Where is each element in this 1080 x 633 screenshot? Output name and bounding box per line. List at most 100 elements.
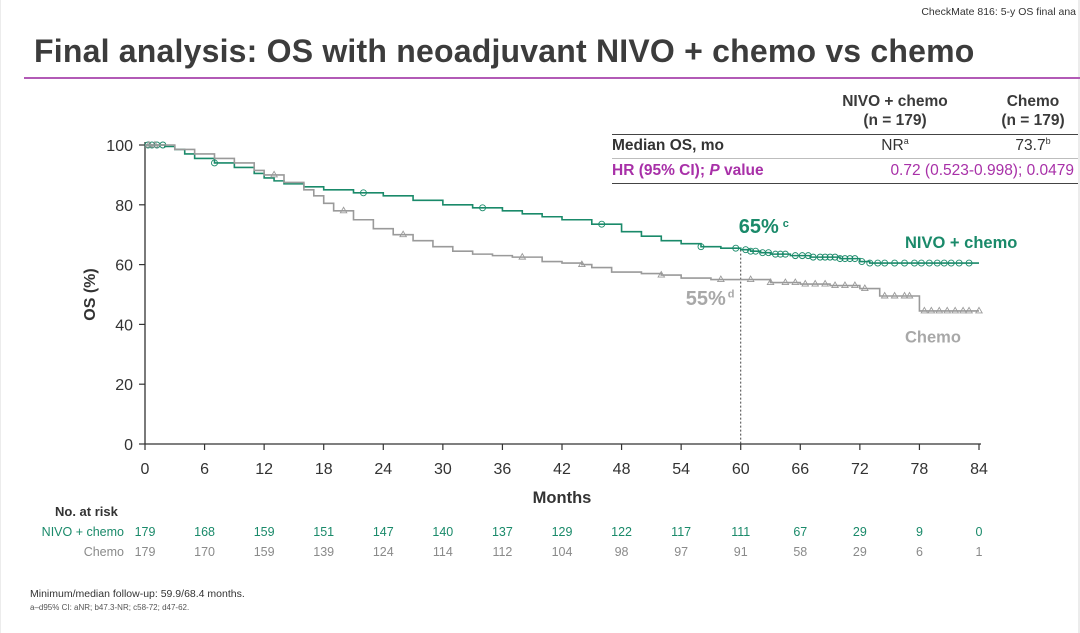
chemo-censor-mark bbox=[920, 306, 929, 314]
chemo-censor-mark bbox=[850, 281, 859, 288]
nivo-censor-mark bbox=[846, 255, 854, 263]
x-tick-label: 30 bbox=[434, 461, 452, 478]
risk-cell-chemo: 114 bbox=[432, 545, 453, 559]
slide-frame-right bbox=[1078, 0, 1080, 633]
risk-cell-nivo: 29 bbox=[852, 525, 867, 539]
y-tick-label: 60 bbox=[115, 258, 133, 275]
nivo-censor-mark bbox=[791, 252, 799, 260]
nivo-censor-mark bbox=[211, 159, 218, 167]
title-rule bbox=[24, 77, 1080, 79]
chemo-censor-mark bbox=[943, 306, 952, 314]
chemo-censor-mark bbox=[890, 291, 899, 299]
risk-cell-chemo: 159 bbox=[253, 545, 275, 559]
nivo-series-label: NIVO + chemo bbox=[905, 234, 1017, 252]
chemo-censor-mark bbox=[905, 291, 914, 299]
footnotes: Minimum/median follow-up: 59.9/68.4 mont… bbox=[30, 588, 245, 614]
risk-cell-nivo: 117 bbox=[671, 525, 692, 539]
chemo-censor-mark bbox=[791, 278, 800, 285]
x-tick-label: 84 bbox=[970, 461, 988, 478]
chemo-censor-mark bbox=[399, 230, 408, 238]
nivo-censor-mark bbox=[881, 259, 889, 267]
stats-median-os-chemo: 73.7b bbox=[1015, 136, 1051, 155]
chemo-censor-mark bbox=[951, 306, 960, 314]
nivo-censor-mark bbox=[965, 259, 973, 267]
chemo-censor-mark bbox=[821, 279, 830, 287]
risk-cell-nivo: 122 bbox=[611, 525, 632, 539]
nivo-censor-mark bbox=[947, 259, 955, 267]
nivo-censor-mark bbox=[804, 252, 812, 260]
x-tick-label: 48 bbox=[613, 461, 631, 478]
nivo-censor-mark bbox=[933, 259, 941, 267]
risk-cell-nivo: 168 bbox=[194, 525, 215, 539]
risk-cell-chemo: 91 bbox=[733, 545, 748, 559]
x-tick-label: 36 bbox=[494, 461, 512, 478]
risk-cell-chemo: 112 bbox=[492, 545, 513, 559]
risk-cell-nivo: 159 bbox=[253, 525, 275, 539]
stats-col-nivo-header: NIVO + chemo (n = 179) bbox=[842, 93, 948, 129]
risk-cell-chemo: 170 bbox=[194, 545, 215, 559]
x-tick-label: 12 bbox=[255, 461, 273, 478]
risk-cell-nivo: 9 bbox=[915, 525, 923, 539]
chart-axes: 0 20 40 60 80 100 0 6 12 18 24 30 36 42 48 54 60 66 72 78 84… bbox=[82, 138, 988, 507]
x-tick-label: 54 bbox=[672, 461, 690, 478]
x-tick-label: 78 bbox=[911, 461, 929, 478]
nivo-censor-mark bbox=[955, 259, 963, 267]
x-tick-label: 72 bbox=[851, 461, 869, 478]
nivo-censor-mark bbox=[816, 253, 824, 261]
nivo-censor-mark bbox=[841, 255, 849, 263]
risk-cell-chemo: 139 bbox=[313, 545, 335, 559]
slide-tag: CheckMate 816: 5-y OS final ana bbox=[0, 0, 1080, 22]
risk-cell-nivo: 111 bbox=[731, 525, 751, 539]
risk-cell-chemo: 98 bbox=[614, 545, 629, 559]
risk-cell-chemo: 97 bbox=[674, 545, 689, 559]
chemo-censor-mark bbox=[965, 306, 974, 314]
risk-cell-chemo: 104 bbox=[551, 545, 573, 559]
chemo-censor-mark bbox=[339, 206, 348, 214]
chemo-55-sup: d bbox=[728, 288, 735, 300]
risk-cell-nivo: 137 bbox=[491, 525, 513, 539]
y-tick-label: 20 bbox=[115, 377, 133, 394]
chemo-censor-mark bbox=[840, 281, 849, 288]
nivo-censor-mark bbox=[781, 250, 789, 258]
nivo-censor-mark bbox=[940, 259, 948, 267]
chemo-censor-mark bbox=[150, 140, 159, 148]
risk-cell-chemo: 6 bbox=[915, 545, 923, 559]
x-tick-label: 60 bbox=[732, 461, 750, 478]
slide-tag-text: CheckMate 816: 5-y OS final ana bbox=[921, 6, 1076, 18]
y-tick-label: 0 bbox=[124, 437, 133, 454]
risk-cell-chemo: 1 bbox=[975, 545, 983, 559]
risk-row-label-nivo: NIVO + chemo bbox=[41, 525, 124, 539]
chemo-censor-mark bbox=[144, 140, 153, 148]
nivo-censor-mark bbox=[831, 253, 839, 261]
stats-hr-label: HR (95% CI); P value bbox=[612, 161, 764, 179]
risk-cell-nivo: 0 bbox=[975, 525, 983, 539]
chemo-censor-mark bbox=[880, 291, 889, 299]
stats-hr-value: 0.72 (0.523-0.998); 0.0479 bbox=[890, 161, 1074, 179]
risk-cell-nivo: 140 bbox=[432, 525, 454, 539]
stats-median-os-label: Median OS, mo bbox=[612, 137, 724, 154]
chemo-censor-mark bbox=[860, 284, 869, 291]
chemo-censor-mark bbox=[270, 170, 279, 178]
nivo-censor-mark bbox=[752, 247, 760, 255]
chemo-censor-mark bbox=[781, 278, 790, 285]
risk-cell-nivo: 147 bbox=[372, 525, 394, 539]
nivo-censor-mark bbox=[809, 253, 817, 261]
risk-cell-chemo: 179 bbox=[134, 545, 156, 559]
slide-frame-left bbox=[0, 0, 1, 633]
nivo-censor-mark bbox=[732, 244, 740, 252]
nivo-censor-mark bbox=[836, 255, 844, 263]
nivo-censor-mark bbox=[821, 253, 829, 261]
stats-median-os-nivo: NRa bbox=[881, 136, 909, 155]
nivo-censor-mark bbox=[925, 259, 933, 267]
chemo-censor-mark bbox=[801, 279, 810, 287]
chemo-55-annotation: 55% bbox=[686, 288, 726, 310]
nivo-censor-mark bbox=[858, 258, 866, 266]
nivo-censor-mark bbox=[359, 189, 367, 197]
chart-labels: 65% c 55% d NIVO + chemo Chemo bbox=[686, 216, 1018, 346]
risk-cell-chemo: 124 bbox=[372, 545, 394, 559]
nivo-censor-mark bbox=[747, 247, 755, 255]
stats-table: NIVO + chemo (n = 179) Chemo (n = 179) M… bbox=[612, 92, 1078, 184]
chemo-censor-mark bbox=[959, 306, 968, 314]
nivo-censor-mark bbox=[917, 259, 925, 267]
